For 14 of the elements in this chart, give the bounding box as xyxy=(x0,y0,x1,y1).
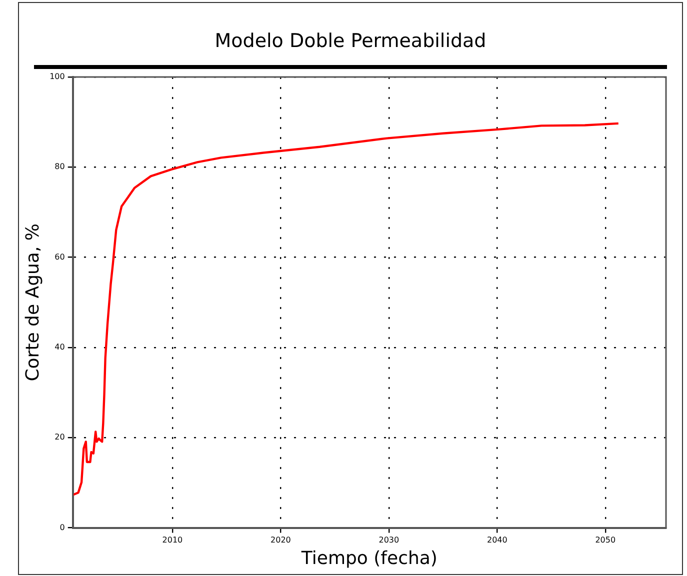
chart-title: Modelo Doble Permeabilidad xyxy=(34,3,667,69)
x-tick-label: 2020 xyxy=(270,536,291,545)
x-tick-label: 2030 xyxy=(378,536,400,545)
y-tick-label: 20 xyxy=(54,432,65,442)
y-tick-label: 0 xyxy=(60,522,65,532)
y-axis-title: Corte de Agua, % xyxy=(22,224,44,382)
y-tick-label: 80 xyxy=(54,162,65,172)
x-tick-label: 2010 xyxy=(162,536,183,545)
y-tick-label: 40 xyxy=(54,342,65,352)
x-axis-title: Tiempo (fecha) xyxy=(300,548,438,569)
x-tick-label: 2050 xyxy=(595,536,616,545)
y-tick-label: 60 xyxy=(54,252,65,262)
y-tick-label: 100 xyxy=(50,72,65,82)
x-tick-label: 2040 xyxy=(486,536,508,545)
